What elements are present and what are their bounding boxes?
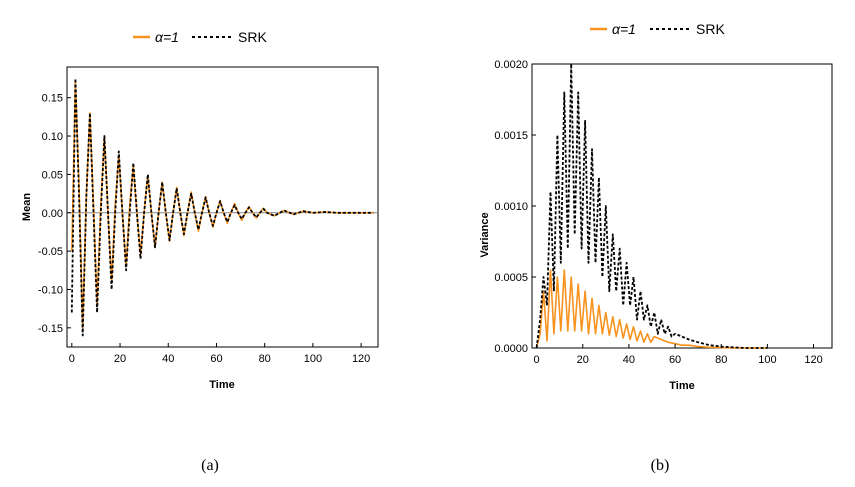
x-tick-label: 20 bbox=[114, 353, 126, 365]
legend-a-alpha-label: α=1 bbox=[155, 29, 179, 45]
chart-panel-a: α=1 SRK 0 20 40 60 80 100 120 0.15 0.10 0.05 0.00 -… bbox=[21, 29, 379, 474]
x-tick-label: 100 bbox=[758, 354, 776, 366]
x-axis-label-b: Time bbox=[669, 380, 694, 392]
x-tick-label: 20 bbox=[577, 354, 589, 366]
legend-a-srk-label: SRK bbox=[238, 29, 267, 45]
y-tick-label: 0.00 bbox=[42, 208, 63, 220]
y-axis-label-b: Variance bbox=[479, 212, 491, 257]
legend-b-alpha-label: α=1 bbox=[612, 21, 636, 37]
series-line-srk-b bbox=[535, 63, 768, 349]
x-tick-label: 60 bbox=[669, 354, 681, 366]
y-tick-label: 0.10 bbox=[42, 131, 63, 143]
x-tick-label: 80 bbox=[259, 353, 271, 365]
panel-caption-a: (a) bbox=[201, 457, 219, 474]
x-tick-label: 0 bbox=[534, 354, 540, 366]
y-tick-label: 0.0005 bbox=[494, 272, 528, 284]
x-axis-label-a: Time bbox=[209, 379, 234, 391]
y-tick-label: -0.05 bbox=[38, 246, 63, 258]
y-tick-label: -0.10 bbox=[38, 284, 63, 296]
legend-a: α=1 SRK bbox=[133, 29, 267, 45]
panel-caption-b: (b) bbox=[651, 457, 670, 474]
plot-frame-a bbox=[66, 66, 379, 348]
ticks-b: 0 20 40 60 80 100 120 0.0020 0.0015 0.0010 0.0005 0… bbox=[494, 59, 822, 366]
series-b bbox=[535, 63, 768, 349]
y-tick-label: -0.15 bbox=[38, 323, 63, 335]
y-axis-label-a: Mean bbox=[21, 193, 33, 221]
x-tick-label: 60 bbox=[210, 353, 222, 365]
x-tick-label: 40 bbox=[623, 354, 635, 366]
series-line-alpha-b bbox=[535, 269, 768, 349]
series-line-srk-a bbox=[70, 77, 374, 337]
ticks-a: 0 20 40 60 80 100 120 0.15 0.10 0.05 0.00 -0.05 -0.1… bbox=[38, 93, 370, 365]
x-tick-label: 120 bbox=[352, 353, 370, 365]
legend-b-srk-label: SRK bbox=[696, 21, 725, 37]
x-tick-label: 120 bbox=[804, 354, 822, 366]
y-tick-label: 0.0000 bbox=[494, 343, 528, 355]
x-tick-label: 0 bbox=[69, 353, 75, 365]
x-tick-label: 80 bbox=[715, 354, 727, 366]
y-tick-label: 0.15 bbox=[42, 93, 63, 105]
y-tick-label: 0.0020 bbox=[494, 59, 528, 71]
series-a bbox=[70, 77, 374, 337]
chart-panel-b: α=1 SRK 0 20 40 60 80 100 120 0.0020 0.0015 0.001… bbox=[479, 21, 833, 474]
y-tick-label: 0.0010 bbox=[494, 201, 528, 213]
x-tick-label: 100 bbox=[304, 353, 322, 365]
y-tick-label: 0.05 bbox=[42, 169, 63, 181]
y-tick-label: 0.0015 bbox=[494, 130, 528, 142]
x-tick-label: 40 bbox=[162, 353, 174, 365]
legend-b: α=1 SRK bbox=[590, 21, 725, 37]
